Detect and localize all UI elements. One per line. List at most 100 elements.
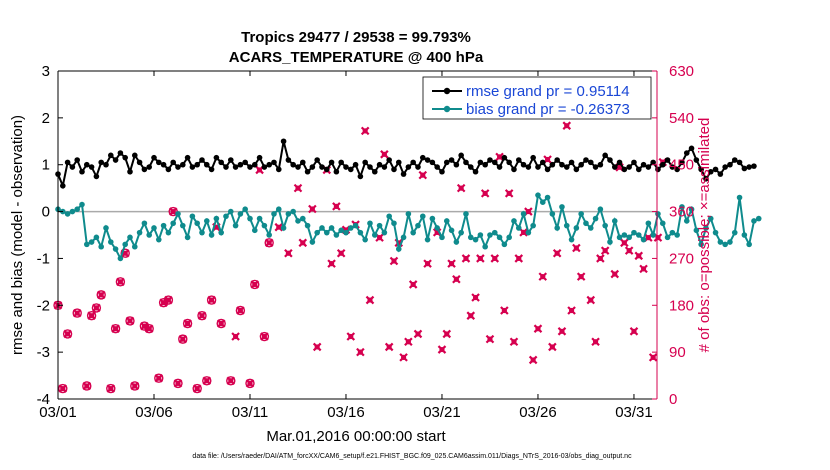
obs-assimilated-dot <box>252 281 258 288</box>
x-tick-label: 03/01 <box>39 404 77 421</box>
series-point-bias <box>347 225 354 231</box>
series-point-bias <box>592 215 599 222</box>
series-point-rmse <box>645 164 652 170</box>
series-point-bias <box>266 232 272 238</box>
series-point-bias <box>247 215 253 222</box>
obs-assimilated-marker <box>192 384 202 393</box>
series-point-rmse <box>458 152 464 159</box>
obs-assimilated-marker <box>63 329 72 339</box>
series-point-rmse <box>165 166 172 173</box>
series-point-bias <box>583 220 589 227</box>
obs-assimilated-marker <box>648 353 658 362</box>
series-point-bias <box>755 215 762 222</box>
series-point-bias <box>83 241 90 248</box>
series-point-rmse <box>736 159 743 166</box>
obs-assimilated-dot <box>180 336 186 342</box>
obs-assimilated-dot <box>93 305 99 311</box>
series-point-bias <box>405 211 412 217</box>
series-point-rmse <box>64 159 71 166</box>
series-point-rmse <box>179 161 186 168</box>
series-point-rmse <box>160 161 167 168</box>
series-point-bias <box>93 234 100 241</box>
obs-possible-marker <box>206 295 217 305</box>
obs-assimilated-marker <box>298 238 308 248</box>
series-point-bias <box>722 241 728 248</box>
series-point-rmse <box>175 164 181 170</box>
series-point-rmse <box>741 165 748 172</box>
obs-assimilated-dot <box>573 245 579 251</box>
obs-assimilated-marker <box>591 337 600 347</box>
obs-assimilated-marker <box>500 306 509 315</box>
series-point-rmse <box>141 166 148 173</box>
obs-assimilated-dot <box>112 326 119 332</box>
obs-assimilated-marker <box>264 238 274 248</box>
obs-assimilated-dot <box>588 297 594 303</box>
obs-assimilated-dot <box>204 378 210 384</box>
obs-assimilated-marker <box>485 334 495 344</box>
series-point-bias <box>69 208 76 215</box>
series-point-rmse <box>194 161 200 168</box>
series-point-rmse <box>674 166 680 173</box>
series-point-bias <box>520 211 527 217</box>
series-point-bias <box>491 229 498 236</box>
series-point-rmse <box>583 157 589 163</box>
series-point-bias <box>751 218 757 224</box>
series-point-bias <box>338 227 344 234</box>
series-point-rmse <box>232 164 239 170</box>
obs-assimilated-dot <box>256 167 263 173</box>
series-point-rmse <box>333 168 340 175</box>
series-point-rmse <box>395 159 402 166</box>
series-point-rmse <box>707 168 714 175</box>
series-point-rmse <box>587 159 594 166</box>
series-point-bias <box>203 218 210 224</box>
y-tick-label: 0 <box>42 204 50 221</box>
obs-assimilated-marker <box>495 152 504 162</box>
obs-assimilated-marker <box>480 189 490 198</box>
obs-assimilated-dot <box>285 250 291 256</box>
series-point-bias <box>79 201 85 208</box>
obs-assimilated-dot <box>122 250 128 256</box>
obs-assimilated-dot <box>530 357 536 363</box>
obs-assimilated-dot <box>127 318 133 324</box>
obs-assimilated-dot <box>520 229 527 235</box>
obs-assimilated-marker <box>130 381 140 391</box>
obs-assimilated-marker <box>92 303 101 313</box>
series-point-bias <box>621 232 628 238</box>
obs-assimilated-dot <box>415 331 421 337</box>
obs-assimilated-dot <box>132 383 138 389</box>
series-point-rmse <box>371 168 378 175</box>
series-point-bias <box>443 218 450 224</box>
obs-assimilated-dot <box>640 266 647 272</box>
series-point-bias <box>367 220 373 227</box>
series-point-bias <box>573 225 580 231</box>
obs-assimilated-dot <box>357 349 363 355</box>
obs-assimilated-marker <box>509 337 519 347</box>
y-right-tick-label: 540 <box>669 110 694 127</box>
series-point-rmse <box>367 164 373 170</box>
series-point-rmse <box>698 166 704 173</box>
series-point-rmse <box>271 159 277 166</box>
series-point-rmse <box>482 161 488 168</box>
series-point-rmse <box>520 161 527 168</box>
series-point-rmse <box>213 154 220 161</box>
series-point-rmse <box>328 159 335 166</box>
obs-assimilated-dot <box>597 255 603 262</box>
obs-assimilated-dot <box>410 281 416 288</box>
series-point-bias <box>242 206 248 213</box>
series-point-rmse <box>501 154 508 161</box>
legend-rmse-label: rmse grand pr = 0.95114 <box>466 83 630 100</box>
chart-subtitle: ACARS_TEMPERATURE @ 400 hPa <box>229 49 484 66</box>
obs-assimilated-dot <box>578 274 584 280</box>
series-point-rmse <box>563 164 570 170</box>
series-point-bias <box>415 222 421 229</box>
series-point-rmse <box>256 154 263 161</box>
series-point-bias <box>357 229 364 236</box>
series-point-bias <box>650 232 656 238</box>
series-point-bias <box>717 239 724 245</box>
series-bias <box>55 192 762 262</box>
obs-assimilated-dot <box>156 375 162 381</box>
series-point-rmse <box>79 168 85 175</box>
series-point-rmse <box>112 157 119 163</box>
obs-assimilated-marker <box>629 327 639 336</box>
